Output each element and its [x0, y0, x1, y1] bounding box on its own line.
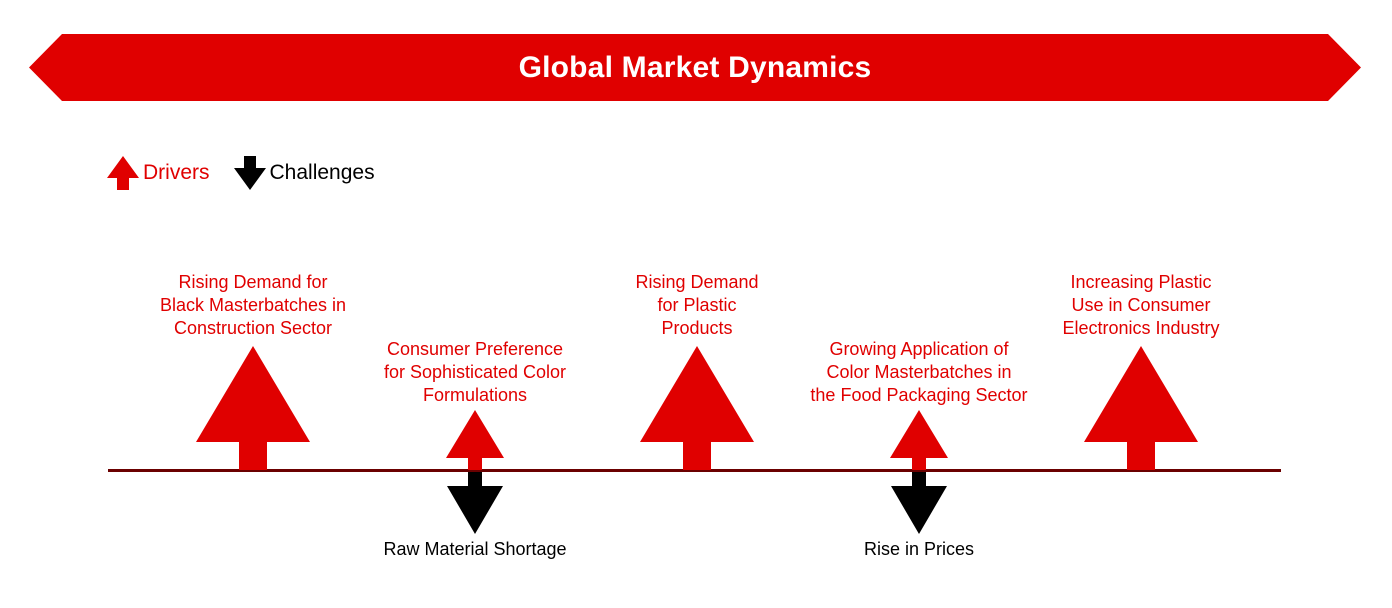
challenge-label: Rise in Prices: [863, 539, 975, 559]
driver-arrow-icon: [196, 346, 310, 470]
timeline-axis: [108, 469, 1281, 472]
driver-arrow-icon: [890, 410, 948, 470]
driver-label: Rising Demand for Black Masterbatches in…: [159, 272, 347, 338]
black-down-arrow-icon: [233, 156, 266, 190]
driver-label: Rising Demand for Plastic Products: [635, 272, 759, 338]
title-banner: Global Market Dynamics: [29, 34, 1361, 101]
driver-label: Growing Application of Color Masterbatch…: [810, 339, 1028, 405]
driver-label: Increasing Plastic Use in Consumer Elect…: [1062, 272, 1220, 338]
driver-arrow-icon: [446, 410, 504, 470]
legend-item-challenges: Challenges: [233, 156, 375, 190]
legend: Drivers Challenges: [107, 156, 399, 190]
driver-arrow-icon: [1084, 346, 1198, 470]
legend-item-drivers: Drivers: [107, 156, 210, 190]
legend-label-challenges: Challenges: [269, 161, 375, 184]
challenge-arrow-icon: [891, 472, 947, 534]
challenge-label: Raw Material Shortage: [383, 539, 567, 559]
legend-label-drivers: Drivers: [143, 161, 210, 184]
page-title: Global Market Dynamics: [518, 50, 872, 84]
challenge-arrow-icon: [447, 472, 503, 534]
driver-label: Consumer Preference for Sophisticated Co…: [383, 339, 567, 405]
driver-arrow-icon: [640, 346, 754, 470]
red-up-arrow-icon: [107, 156, 139, 190]
